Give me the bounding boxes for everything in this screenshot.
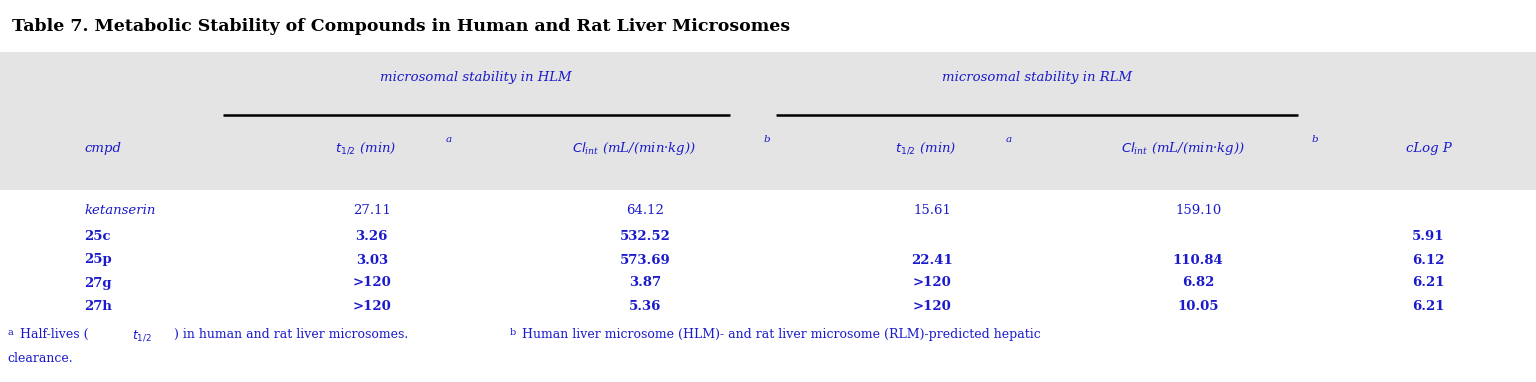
Text: a: a [445, 135, 452, 144]
Text: b: b [510, 328, 516, 337]
Text: 6.21: 6.21 [1412, 299, 1445, 312]
Text: 3.03: 3.03 [356, 254, 387, 267]
Text: $t_{1/2}$ (min): $t_{1/2}$ (min) [335, 140, 396, 156]
Text: a: a [8, 328, 14, 337]
Text: 110.84: 110.84 [1172, 254, 1224, 267]
Text: ) in human and rat liver microsomes.: ) in human and rat liver microsomes. [174, 328, 415, 341]
Text: >120: >120 [352, 299, 392, 312]
Text: 159.10: 159.10 [1175, 204, 1221, 217]
Text: $Cl_{\mathregular{int}}$ (mL/(min·kg)): $Cl_{\mathregular{int}}$ (mL/(min·kg)) [573, 139, 696, 157]
Text: b: b [1312, 135, 1318, 144]
Text: Half-lives (: Half-lives ( [20, 328, 89, 341]
Text: 27h: 27h [84, 299, 112, 312]
Text: 10.05: 10.05 [1177, 299, 1220, 312]
Text: 64.12: 64.12 [627, 204, 664, 217]
Text: 25p: 25p [84, 254, 112, 267]
Text: >120: >120 [912, 277, 952, 290]
Text: 6.12: 6.12 [1412, 254, 1445, 267]
Text: >120: >120 [352, 277, 392, 290]
Text: 27g: 27g [84, 277, 112, 290]
Text: clearance.: clearance. [8, 352, 74, 365]
Text: $Cl_{\mathregular{int}}$ (mL/(min·kg)): $Cl_{\mathregular{int}}$ (mL/(min·kg)) [1121, 139, 1244, 157]
Text: >120: >120 [912, 299, 952, 312]
Text: a: a [1006, 135, 1012, 144]
Text: 3.87: 3.87 [630, 277, 660, 290]
Text: $t_{1/2}$ (min): $t_{1/2}$ (min) [895, 140, 957, 156]
Text: 25c: 25c [84, 230, 111, 243]
FancyBboxPatch shape [0, 52, 1536, 190]
Text: $t_{1/2}$: $t_{1/2}$ [132, 328, 152, 343]
Text: 5.36: 5.36 [628, 299, 662, 312]
Text: 27.11: 27.11 [353, 204, 390, 217]
Text: Table 7. Metabolic Stability of Compounds in Human and Rat Liver Microsomes: Table 7. Metabolic Stability of Compound… [12, 18, 791, 35]
Text: Human liver microsome (HLM)- and rat liver microsome (RLM)-predicted hepatic: Human liver microsome (HLM)- and rat liv… [522, 328, 1041, 341]
Text: microsomal stability in RLM: microsomal stability in RLM [942, 71, 1132, 84]
Text: 573.69: 573.69 [619, 254, 671, 267]
Text: b: b [763, 135, 770, 144]
Text: 6.21: 6.21 [1412, 277, 1445, 290]
Text: cLog P: cLog P [1405, 141, 1452, 154]
Text: 532.52: 532.52 [619, 230, 671, 243]
Text: 15.61: 15.61 [914, 204, 951, 217]
Text: microsomal stability in HLM: microsomal stability in HLM [381, 71, 571, 84]
Text: ketanserin: ketanserin [84, 204, 155, 217]
Text: 6.82: 6.82 [1181, 277, 1215, 290]
Text: 5.91: 5.91 [1412, 230, 1445, 243]
Text: 3.26: 3.26 [355, 230, 389, 243]
Text: cmpd: cmpd [84, 141, 121, 154]
Text: 22.41: 22.41 [911, 254, 954, 267]
